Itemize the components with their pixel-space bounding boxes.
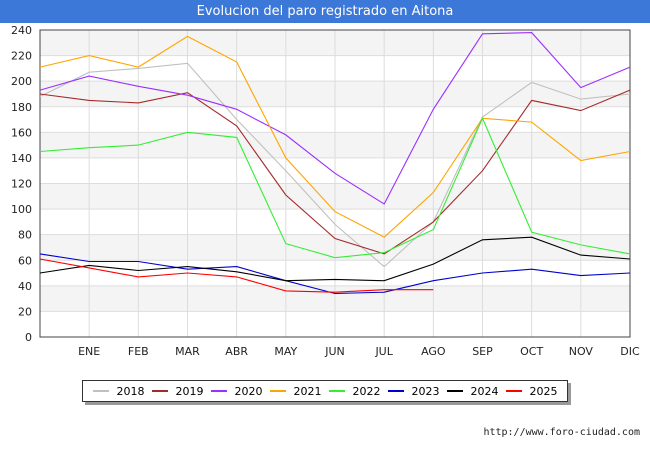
y-tick-label: 140 <box>11 152 32 165</box>
y-tick-label: 240 <box>11 24 32 37</box>
legend-item-2021: 2021 <box>269 384 322 398</box>
legend-item-2024: 2024 <box>446 384 499 398</box>
legend-item-2020: 2020 <box>210 384 263 398</box>
y-tick-label: 200 <box>11 75 32 88</box>
legend-label: 2020 <box>234 384 263 398</box>
x-tick-label: MAY <box>274 345 297 358</box>
legend-swatch <box>387 390 404 392</box>
y-tick-label: 20 <box>18 305 32 318</box>
y-tick-label: 120 <box>11 178 32 191</box>
legend-swatch <box>505 390 522 392</box>
series-line-2020 <box>39 32 631 205</box>
legend-item-2018: 2018 <box>92 384 145 398</box>
plot-area-border <box>39 29 631 338</box>
x-tick-label: ABR <box>225 345 248 358</box>
y-tick-label: 180 <box>11 101 32 114</box>
y-tick-label: 80 <box>18 229 32 242</box>
x-tick-label: JUL <box>374 345 393 358</box>
x-tick-label: JUN <box>324 345 345 358</box>
series-line-2022 <box>39 116 631 259</box>
series-line-2024 <box>39 236 631 282</box>
y-tick-label: 220 <box>11 50 32 63</box>
legend-swatch <box>269 390 286 392</box>
legend-item-2022: 2022 <box>328 384 381 398</box>
series-line-2025 <box>39 258 434 293</box>
y-tick-label: 60 <box>18 254 32 267</box>
legend-item-2019: 2019 <box>151 384 204 398</box>
legend-swatch <box>210 390 227 392</box>
legend-label: 2024 <box>470 384 499 398</box>
series-line-2023 <box>39 253 631 295</box>
y-tick-label: 40 <box>18 280 32 293</box>
x-tick-label: DIC <box>620 345 640 358</box>
y-tick-label: 100 <box>11 203 32 216</box>
legend-swatch <box>446 390 463 392</box>
series-line-2019 <box>39 89 631 255</box>
x-tick-label: OCT <box>520 345 543 358</box>
x-tick-label: FEB <box>128 345 149 358</box>
x-tick-label: SEP <box>472 345 493 358</box>
legend-swatch <box>151 390 168 392</box>
legend-item-2023: 2023 <box>387 384 440 398</box>
y-tick-label: 160 <box>11 126 32 139</box>
x-tick-label: MAR <box>175 345 200 358</box>
x-tick-label: ENE <box>78 345 100 358</box>
series-line-2018 <box>39 62 631 268</box>
legend-label: 2022 <box>352 384 381 398</box>
y-tick-label: 0 <box>25 331 32 344</box>
chart-legend: 2018 2019 2020 2021 2022 2023 2024 2025 <box>82 380 568 402</box>
chart-title: Evolucion del paro registrado en Aitona <box>0 0 650 23</box>
x-tick-label: AGO <box>421 345 446 358</box>
legend-label: 2023 <box>411 384 440 398</box>
series-line-2021 <box>39 35 631 238</box>
x-tick-label: NOV <box>569 345 594 358</box>
legend-label: 2025 <box>529 384 558 398</box>
legend-label: 2021 <box>293 384 322 398</box>
legend-item-2025: 2025 <box>505 384 558 398</box>
source-credit: http://www.foro-ciudad.com <box>483 427 640 438</box>
legend-swatch <box>92 390 109 392</box>
legend-label: 2019 <box>175 384 204 398</box>
legend-label: 2018 <box>116 384 145 398</box>
legend-swatch <box>328 390 345 392</box>
